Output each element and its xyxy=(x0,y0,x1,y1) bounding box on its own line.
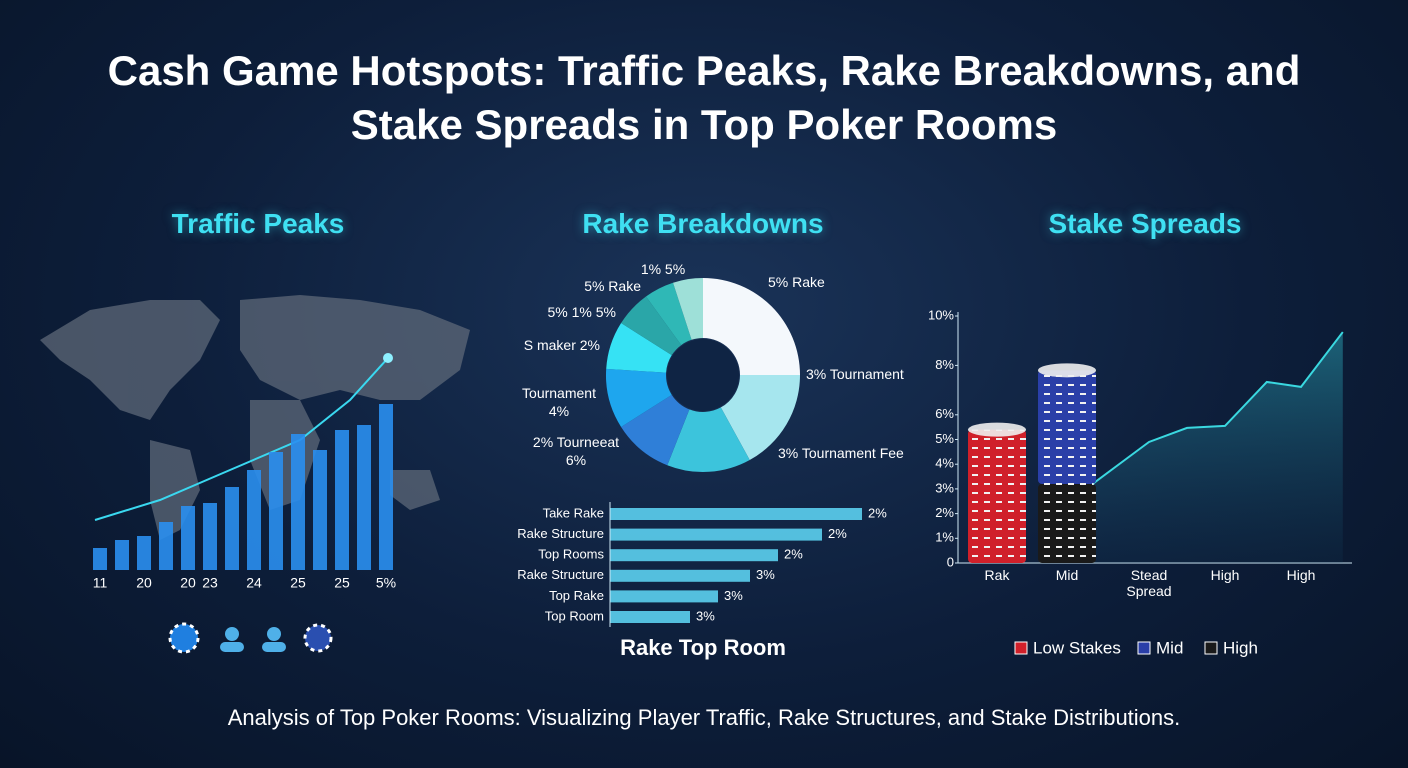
trend-line xyxy=(94,357,389,521)
x-tick-label: Mid xyxy=(1055,567,1079,583)
section-title: Stake Spreads xyxy=(1048,208,1242,239)
legend-label: High xyxy=(1223,638,1258,657)
bar xyxy=(115,540,129,570)
bar xyxy=(247,470,261,570)
donut-slice xyxy=(621,394,690,466)
x-tick-label: 23 xyxy=(202,575,218,591)
y-tick-label: 6% xyxy=(935,406,954,421)
bar xyxy=(181,506,195,570)
x-tick-label: Stead Spread xyxy=(1126,567,1172,599)
section-title: Rake Breakdowns xyxy=(582,208,824,239)
x-tick-label: 11 xyxy=(93,575,108,591)
bar-annotation: 3% xyxy=(696,608,715,623)
donut-slice xyxy=(720,375,800,461)
chip-top xyxy=(1038,363,1096,378)
icons xyxy=(168,622,333,654)
legend-label: Low Stakes xyxy=(1033,638,1121,657)
bar xyxy=(379,404,393,570)
legend-swatch xyxy=(1137,641,1151,655)
y-tick-label: Rake Structure xyxy=(517,526,604,541)
x-tick-label: 25 xyxy=(334,575,350,591)
area-fill xyxy=(1091,332,1343,563)
y-tick-label: Top Room xyxy=(545,608,604,623)
bar xyxy=(610,549,778,562)
y-tick-label: 10% xyxy=(928,307,954,322)
y-tick-label: 8% xyxy=(935,357,954,372)
y-tick-label: 0 xyxy=(947,554,954,569)
x-tick-label: 5% xyxy=(376,575,396,591)
y-tick-label: 4% xyxy=(935,456,954,471)
bar xyxy=(610,508,862,520)
x-tick-label: 25 xyxy=(290,575,306,591)
y-tick-label: Take Rake xyxy=(543,505,604,520)
slice-label: 3% Tournament Fee xyxy=(778,445,904,461)
bar xyxy=(269,452,283,570)
bar xyxy=(225,487,239,570)
x-tick-label: 24 xyxy=(246,575,262,591)
x-tick-label: High xyxy=(1286,567,1316,583)
donut-slice xyxy=(621,296,682,356)
bar xyxy=(93,548,107,570)
bar-annotation: 3% xyxy=(756,567,775,582)
x-tick-label: 20 xyxy=(180,575,196,591)
x-tick-label: 20 xyxy=(136,575,152,591)
y-tick-label: Top Rake xyxy=(549,588,604,603)
y-tick-label: 5% xyxy=(935,431,954,446)
bar xyxy=(137,536,151,570)
donut-slice xyxy=(606,323,672,373)
chip-stack xyxy=(968,429,1026,563)
y-tick-label: 2% xyxy=(935,505,954,520)
slice-label: 5% Rake xyxy=(584,278,641,294)
y-tick-label: 3% xyxy=(935,480,954,495)
chip-stack xyxy=(1038,370,1096,484)
slice-label: 2% Tourneeat 6% xyxy=(532,434,620,468)
bar xyxy=(610,569,750,582)
caption: Analysis of Top Poker Rooms: Visualizing… xyxy=(227,705,1181,730)
slice-label: 5% 1% 5% xyxy=(547,304,616,320)
bar xyxy=(313,450,327,570)
y-tick-label: Rake Structure xyxy=(517,567,604,582)
trend-dot xyxy=(383,353,393,363)
bar-annotation: 2% xyxy=(828,526,847,541)
chip-stack xyxy=(1038,483,1096,563)
bar xyxy=(610,590,718,603)
bar xyxy=(610,611,690,623)
chip-top xyxy=(968,422,1026,437)
area-line xyxy=(1090,331,1344,486)
chart-title: Rake Top Room xyxy=(620,635,786,660)
donut-slice xyxy=(667,407,750,472)
world-map xyxy=(40,295,470,540)
legend-label: Mid xyxy=(1156,638,1183,657)
bar-annotation: 3% xyxy=(724,588,743,603)
donut-slice xyxy=(645,282,692,346)
slice-label: Tournament 4% xyxy=(522,385,596,419)
donut-hole xyxy=(667,339,739,411)
bar xyxy=(291,434,305,570)
slice-label: S maker 2% xyxy=(523,337,600,353)
bar-annotation: 2% xyxy=(868,505,887,520)
donut-slice xyxy=(673,278,703,340)
bar xyxy=(610,528,822,541)
donut-slice xyxy=(703,278,800,375)
y-tick-label: Top Rooms xyxy=(538,547,604,562)
page-title: Cash Game Hotspots: Traffic Peaks, Rake … xyxy=(107,47,1301,148)
bar xyxy=(335,430,349,570)
legend-swatch xyxy=(1204,641,1218,655)
bar xyxy=(357,425,371,570)
bar xyxy=(203,503,217,570)
legend-swatch xyxy=(1014,641,1028,655)
donut-slice xyxy=(606,368,672,427)
bar xyxy=(159,522,173,570)
y-tick-label: 1% xyxy=(935,530,954,545)
bar-annotation: 2% xyxy=(784,547,803,562)
slice-label: 5% Rake xyxy=(768,274,825,290)
section-title: Traffic Peaks xyxy=(171,208,345,239)
x-tick-label: Rak xyxy=(984,567,1010,583)
slice-label: 1% 5% xyxy=(640,261,686,277)
slice-label: 3% Tournament xyxy=(806,366,904,382)
x-tick-label: High xyxy=(1210,567,1240,583)
